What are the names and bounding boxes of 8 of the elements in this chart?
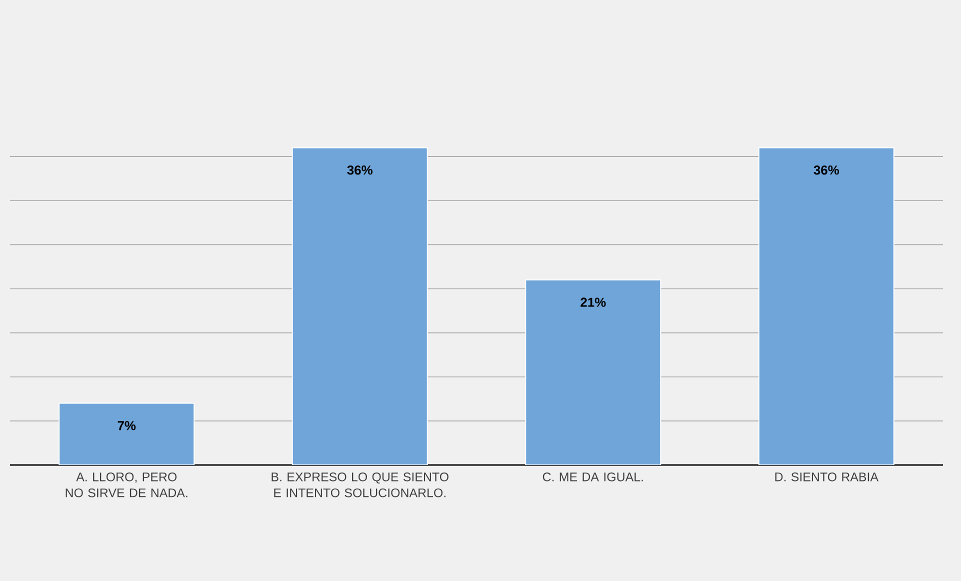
- data-label: 21%: [580, 298, 606, 307]
- data-label: 7%: [118, 421, 136, 430]
- data-label: 36%: [347, 165, 372, 175]
- x-tick-label: D. SIENTO RABIA: [775, 472, 878, 482]
- data-label: 36%: [814, 165, 839, 175]
- x-tick-label: A. LLORO, PERO NO SIRVE DE NADA.: [66, 472, 188, 498]
- x-tick-label: C. ME DA IGUAL.: [542, 472, 643, 482]
- x-tick-label: B. EXPRESO LO QUE SIENTO E INTENTO SOLUCIONARLO.: [272, 472, 448, 498]
